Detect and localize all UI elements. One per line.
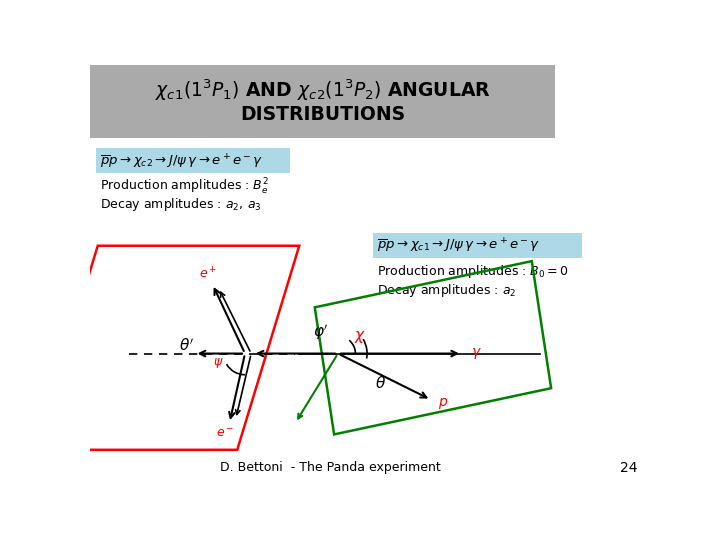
Text: Decay amplitudes : $a_2$: Decay amplitudes : $a_2$ [377, 282, 516, 299]
Text: $e^-$: $e^-$ [217, 427, 235, 440]
Text: DISTRIBUTIONS: DISTRIBUTIONS [240, 105, 405, 124]
Polygon shape [373, 233, 582, 258]
Text: $\theta'$: $\theta'$ [179, 338, 194, 354]
Text: $\overline{p}p \rightarrow \chi_{c2} \rightarrow J/\psi\,\gamma \rightarrow e^+e: $\overline{p}p \rightarrow \chi_{c2} \ri… [100, 152, 264, 171]
Text: $\varphi'$: $\varphi'$ [313, 322, 329, 342]
Text: $\theta$: $\theta$ [375, 375, 386, 391]
Text: Decay amplitudes : $a_2,\,a_3$: Decay amplitudes : $a_2,\,a_3$ [100, 195, 261, 213]
Text: $\chi_{c1}(1^3P_1)$ AND $\chi_{c2}(1^3P_2)$ ANGULAR: $\chi_{c1}(1^3P_1)$ AND $\chi_{c2}(1^3P_… [155, 77, 490, 103]
Text: 24: 24 [620, 461, 637, 475]
Text: $p$: $p$ [438, 396, 448, 411]
Text: $\gamma$: $\gamma$ [471, 346, 482, 361]
Text: Production amplitudes : $B_e^2$: Production amplitudes : $B_e^2$ [100, 177, 269, 197]
Text: $\psi$: $\psi$ [212, 356, 223, 370]
Text: $e^+$: $e^+$ [199, 266, 217, 281]
Polygon shape [90, 65, 555, 138]
Text: D. Bettoni  - The Panda experiment: D. Bettoni - The Panda experiment [220, 461, 441, 474]
Text: $\overline{p}p \rightarrow \chi_{c1} \rightarrow J/\psi\,\gamma \rightarrow e^+e: $\overline{p}p \rightarrow \chi_{c1} \ri… [377, 237, 540, 255]
Text: $\chi$: $\chi$ [354, 329, 366, 345]
Polygon shape [96, 148, 290, 173]
Text: Production amplitudes : $B_0 = 0$: Production amplitudes : $B_0 = 0$ [377, 262, 569, 280]
